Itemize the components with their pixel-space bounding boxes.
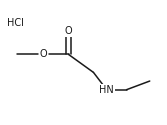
Text: O: O [40,50,48,59]
Text: O: O [65,26,72,36]
Text: HN: HN [99,85,114,95]
Text: HCl: HCl [7,18,24,28]
